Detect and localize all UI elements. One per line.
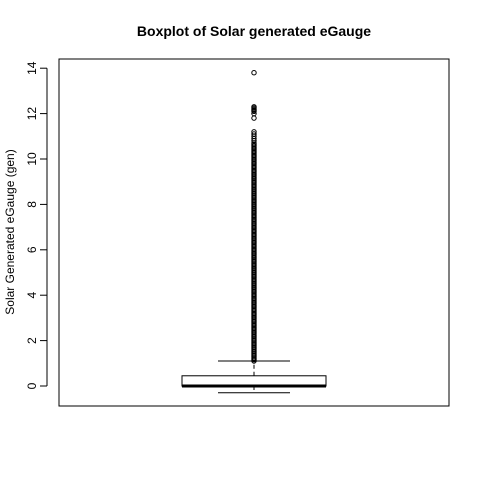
plot-frame xyxy=(58,58,450,407)
y-tick-label: 8 xyxy=(25,201,39,208)
outlier-point xyxy=(251,70,257,76)
y-tick-label: 10 xyxy=(25,152,39,166)
y-tick-label: 0 xyxy=(25,382,39,389)
box xyxy=(181,360,327,394)
y-axis-label: Solar Generated eGauge (gen) xyxy=(3,149,17,314)
y-tick-label: 12 xyxy=(25,107,39,121)
outlier-point xyxy=(251,131,257,137)
y-tick-label: 14 xyxy=(25,61,39,75)
y-tick-label: 4 xyxy=(25,292,39,299)
y-tick-label: 6 xyxy=(25,246,39,253)
outlier-point xyxy=(251,129,257,135)
chart-title: Boxplot of Solar generated eGauge xyxy=(137,23,371,39)
outlier-point xyxy=(251,104,257,110)
outlier-points xyxy=(251,70,257,364)
y-axis: 0 2 4 6 8 10 12 14 xyxy=(25,61,48,389)
interquartile-box xyxy=(181,375,327,387)
outlier-point xyxy=(251,115,257,121)
y-tick-label: 2 xyxy=(25,337,39,344)
